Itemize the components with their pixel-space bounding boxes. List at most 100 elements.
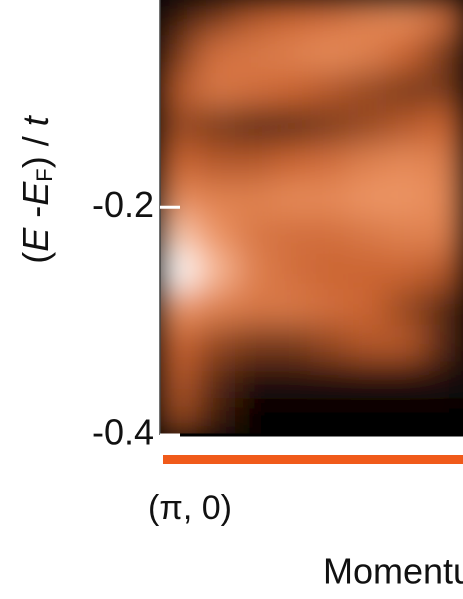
heatmap-cell <box>196 71 237 110</box>
heatmap-cell <box>386 71 427 110</box>
heatmap-cell <box>234 35 275 74</box>
heatmap-cell <box>196 0 237 38</box>
heatmap-cell <box>310 35 351 74</box>
heatmap-cell <box>160 325 199 364</box>
heatmap-cell <box>348 325 389 364</box>
heatmap-cell <box>196 361 237 400</box>
heatmap-cell <box>348 35 389 74</box>
heatmap-cell <box>310 180 351 219</box>
heatmap-cell <box>234 71 275 110</box>
heatmap-cell <box>348 216 389 255</box>
heatmap-cell <box>234 144 275 183</box>
heatmap-cell <box>386 180 427 219</box>
heatmap-cell <box>348 289 389 328</box>
y-axis-label: (E -EF) / t <box>15 114 57 263</box>
heatmap-cell <box>196 252 237 291</box>
heatmap-cell <box>234 397 275 435</box>
heatmap-cell <box>160 144 199 183</box>
heatmap-cell <box>386 361 427 400</box>
heatmap-cell <box>424 71 463 110</box>
heatmap-cell <box>348 180 389 219</box>
heatmap-cell <box>272 289 313 328</box>
heatmap-cell <box>310 71 351 110</box>
heatmap-cell <box>160 107 199 146</box>
heatmap-cell <box>272 35 313 74</box>
x-axis-label: Momentum <box>323 551 463 592</box>
heatmap-cell <box>160 180 199 219</box>
heatmap-cell <box>160 289 199 328</box>
heatmap-cell <box>272 144 313 183</box>
heatmap-cell <box>160 252 199 291</box>
heatmap-cell <box>196 107 237 146</box>
heatmap-cell <box>272 107 313 146</box>
heatmap-cell <box>386 325 427 364</box>
heatmap-cell <box>386 0 427 38</box>
heatmap-cell <box>196 35 237 74</box>
heatmap-cell <box>272 0 313 38</box>
heatmap-cell <box>348 361 389 400</box>
heatmap-cell <box>160 361 199 400</box>
heatmap-cell <box>234 0 275 38</box>
heatmap-cell <box>196 397 237 435</box>
heatmap-cell <box>424 107 463 146</box>
heatmap-cell <box>234 107 275 146</box>
heatmap-cell <box>348 397 389 435</box>
heatmap-cell <box>272 361 313 400</box>
heatmap-cell <box>424 35 463 74</box>
heatmap-cell <box>310 144 351 183</box>
heatmap-cell <box>310 216 351 255</box>
heatmap-cell <box>386 144 427 183</box>
x-tick-label: (π, 0) <box>148 489 232 527</box>
y-tick-label: -0.2 <box>92 184 154 225</box>
heatmap-cell <box>348 252 389 291</box>
heatmap-cell <box>310 289 351 328</box>
heatmap-cell <box>160 71 199 110</box>
heatmap-cell <box>424 144 463 183</box>
heatmap-cell <box>348 71 389 110</box>
heatmap-cell <box>424 216 463 255</box>
heatmap-cell <box>272 397 313 435</box>
heatmap-cell <box>234 216 275 255</box>
heatmap-cell <box>424 397 463 435</box>
heatmap-cell <box>310 325 351 364</box>
heatmap-cell <box>424 361 463 400</box>
heatmap-cell <box>160 216 199 255</box>
heatmap-cell <box>424 252 463 291</box>
heatmap-cell <box>424 0 463 38</box>
heatmap-cell <box>386 397 427 435</box>
heatmap-cell <box>310 0 351 38</box>
heatmap-cell <box>196 144 237 183</box>
heatmap-cell <box>272 180 313 219</box>
heatmap-cell <box>424 180 463 219</box>
y-tick-label: -0.4 <box>92 412 154 453</box>
heatmap-cell <box>348 0 389 38</box>
heatmap-cell <box>234 325 275 364</box>
heatmap-cell <box>160 0 199 38</box>
heatmap-cell <box>196 180 237 219</box>
heatmap-cell <box>348 107 389 146</box>
heatmap-cell <box>234 289 275 328</box>
heatmap-cell <box>424 289 463 328</box>
heatmap-cell <box>234 180 275 219</box>
heatmap-cell <box>234 252 275 291</box>
heatmap-cell <box>196 325 237 364</box>
heatmap-cell <box>386 252 427 291</box>
heatmap-cell <box>310 107 351 146</box>
heatmap-cell <box>196 216 237 255</box>
heatmap-cell <box>272 71 313 110</box>
heatmap-cell <box>386 289 427 328</box>
heatmap-cell <box>310 252 351 291</box>
heatmap-cell <box>310 361 351 400</box>
heatmap-cell <box>386 35 427 74</box>
heatmap-cell <box>160 397 199 435</box>
heatmap-cell <box>386 107 427 146</box>
heatmap-cell <box>348 144 389 183</box>
heatmap-cell <box>160 35 199 74</box>
momentum-path-bar <box>163 455 463 464</box>
heatmap-cell <box>424 325 463 364</box>
heatmap <box>160 0 463 435</box>
heatmap-cell <box>196 289 237 328</box>
heatmap-cell <box>386 216 427 255</box>
heatmap-cell <box>310 397 351 435</box>
